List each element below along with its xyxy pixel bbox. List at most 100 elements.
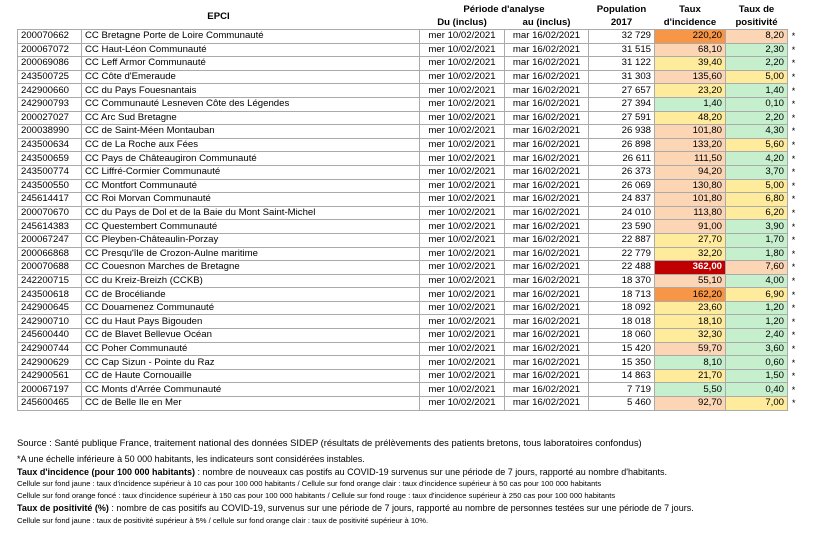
taux-positivite: 8,20 [725, 29, 788, 44]
taux-positivite: 4,00 [725, 273, 788, 289]
taux-incidence: 111,50 [654, 151, 726, 166]
taux-positivite: 0,40 [725, 382, 788, 398]
epci-table: EPCI Période d'analyse Population Taux T… [17, 3, 800, 411]
population: 31 515 [588, 42, 655, 58]
population: 27 591 [588, 110, 655, 126]
date-du: mer 10/02/2021 [419, 287, 505, 302]
population: 14 863 [588, 368, 655, 384]
taux-positivite: 5,00 [725, 178, 788, 194]
taux-incidence: 135,60 [654, 69, 726, 85]
table-row: 200067197 CC Monts d'Arrée Communauté mer … [17, 382, 800, 398]
taux-incidence: 32,30 [654, 328, 726, 343]
taux-incidence: 162,20 [654, 287, 726, 302]
taux-incidence: 113,80 [654, 205, 726, 221]
population: 24 837 [588, 192, 655, 207]
instability-marker: * [791, 275, 796, 286]
date-du: mer 10/02/2021 [419, 341, 505, 357]
table-row: 242900710 CC du Haut Pays Bigouden mer 10/… [17, 314, 800, 330]
epci-name: CC Questembert Communauté [81, 219, 420, 234]
epci-name: CC Couesnon Marches de Bretagne [81, 260, 420, 275]
epci-code: 242900793 [17, 96, 82, 112]
taux-incidence: 55,10 [654, 273, 726, 289]
date-au: mar 16/02/2021 [504, 151, 589, 166]
date-au: mar 16/02/2021 [504, 96, 589, 112]
taux-positivite: 4,30 [725, 124, 788, 139]
tp-def-text: : nombre de cas positifs au COVID-19, su… [108, 503, 694, 514]
taux-incidence: 1,40 [654, 96, 726, 112]
population: 27 394 [588, 96, 655, 112]
taux-incidence: 23,60 [654, 300, 726, 316]
table-row: 243500725 CC Côte d'Emeraude mer 10/02/202… [17, 69, 800, 85]
epci-name: CC Monts d'Arrée Communauté [81, 382, 420, 398]
header-taux-positivite-2: positivité [735, 17, 778, 28]
taux-incidence: 32,20 [654, 246, 726, 262]
epci-code: 245600465 [17, 396, 82, 411]
table-row: 242900744 CC Poher Communauté mer 10/02/20… [17, 341, 800, 357]
header-taux-incidence-2: d'incidence [663, 17, 717, 28]
instability-marker: * [791, 44, 796, 55]
date-du: mer 10/02/2021 [419, 232, 505, 248]
date-au: mar 16/02/2021 [504, 246, 589, 262]
population: 27 657 [588, 83, 655, 98]
instability-marker: * [791, 303, 796, 314]
taux-positivite: 3,70 [725, 164, 788, 180]
instability-marker: * [791, 316, 796, 327]
epci-code: 242900645 [17, 300, 82, 316]
table-row: 200070688 CC Couesnon Marches de Bretagne… [17, 260, 800, 275]
date-au: mar 16/02/2021 [504, 124, 589, 139]
epci-name: CC Bretagne Porte de Loire Communauté [81, 29, 420, 44]
table-row: 200067247 CC Pleyben-Châteaulin-Porzay mer… [17, 232, 800, 248]
date-du: mer 10/02/2021 [419, 69, 505, 85]
epci-code: 242200715 [17, 273, 82, 289]
taux-positivite: 6,20 [725, 205, 788, 221]
instability-marker: * [791, 262, 796, 273]
epci-code: 200067247 [17, 232, 82, 248]
epci-code: 245614417 [17, 192, 82, 207]
instability-marker: * [791, 398, 796, 409]
taux-positivite: 1,50 [725, 368, 788, 384]
epci-code: 243500725 [17, 69, 82, 85]
epci-code: 200067072 [17, 42, 82, 58]
date-du: mer 10/02/2021 [419, 205, 505, 221]
population: 18 018 [588, 314, 655, 330]
date-du: mer 10/02/2021 [419, 83, 505, 98]
epci-code: 200066868 [17, 246, 82, 262]
table-row: 243500634 CC de La Roche aux Fées mer 10/0… [17, 137, 800, 153]
table-row: 200069086 CC Leff Armor Communauté mer 10/… [17, 56, 800, 71]
epci-code: 200067197 [17, 382, 82, 398]
date-au: mar 16/02/2021 [504, 396, 589, 411]
epci-code: 243500618 [17, 287, 82, 302]
instability-marker: * [791, 99, 796, 110]
epci-name: CC Communauté Lesneven Côte des Légendes [81, 96, 420, 112]
epci-name: CC Cap Sizun - Pointe du Raz [81, 355, 420, 370]
instability-marker: * [791, 289, 796, 300]
taux-incidence: 362,00 [654, 260, 726, 275]
date-au: mar 16/02/2021 [504, 178, 589, 194]
population: 18 370 [588, 273, 655, 289]
date-au: mar 16/02/2021 [504, 83, 589, 98]
taux-positivite: 3,90 [725, 219, 788, 234]
taux-positivite: 4,20 [725, 151, 788, 166]
epci-code: 200070662 [17, 29, 82, 44]
population: 15 420 [588, 341, 655, 357]
population: 22 779 [588, 246, 655, 262]
taux-incidence: 130,80 [654, 178, 726, 194]
header-row-1: EPCI Période d'analyse Population Taux T… [18, 3, 800, 21]
epci-code: 242900561 [17, 368, 82, 384]
taux-incidence: 101,80 [654, 192, 726, 207]
instability-marker: * [791, 343, 796, 354]
table-row: 243500550 CC Montfort Communauté mer 10/02… [17, 178, 800, 194]
table-row: 200027027 CC Arc Sud Bretagne mer 10/02/20… [17, 110, 800, 126]
date-au: mar 16/02/2021 [504, 300, 589, 316]
epci-code: 245600440 [17, 328, 82, 343]
epci-name: CC de Brocéliande [81, 287, 420, 302]
epci-code: 200038990 [17, 124, 82, 139]
header-epci: EPCI [207, 10, 230, 22]
taux-positivite: 1,80 [725, 246, 788, 262]
table-row: 242900645 CC Douarnenez Communauté mer 10/… [17, 300, 800, 316]
taux-incidence: 23,20 [654, 83, 726, 98]
instability-marker: * [791, 126, 796, 137]
header-du: Du (inclus) [437, 17, 487, 28]
taux-incidence: 91,00 [654, 219, 726, 234]
epci-code: 243500634 [17, 137, 82, 153]
